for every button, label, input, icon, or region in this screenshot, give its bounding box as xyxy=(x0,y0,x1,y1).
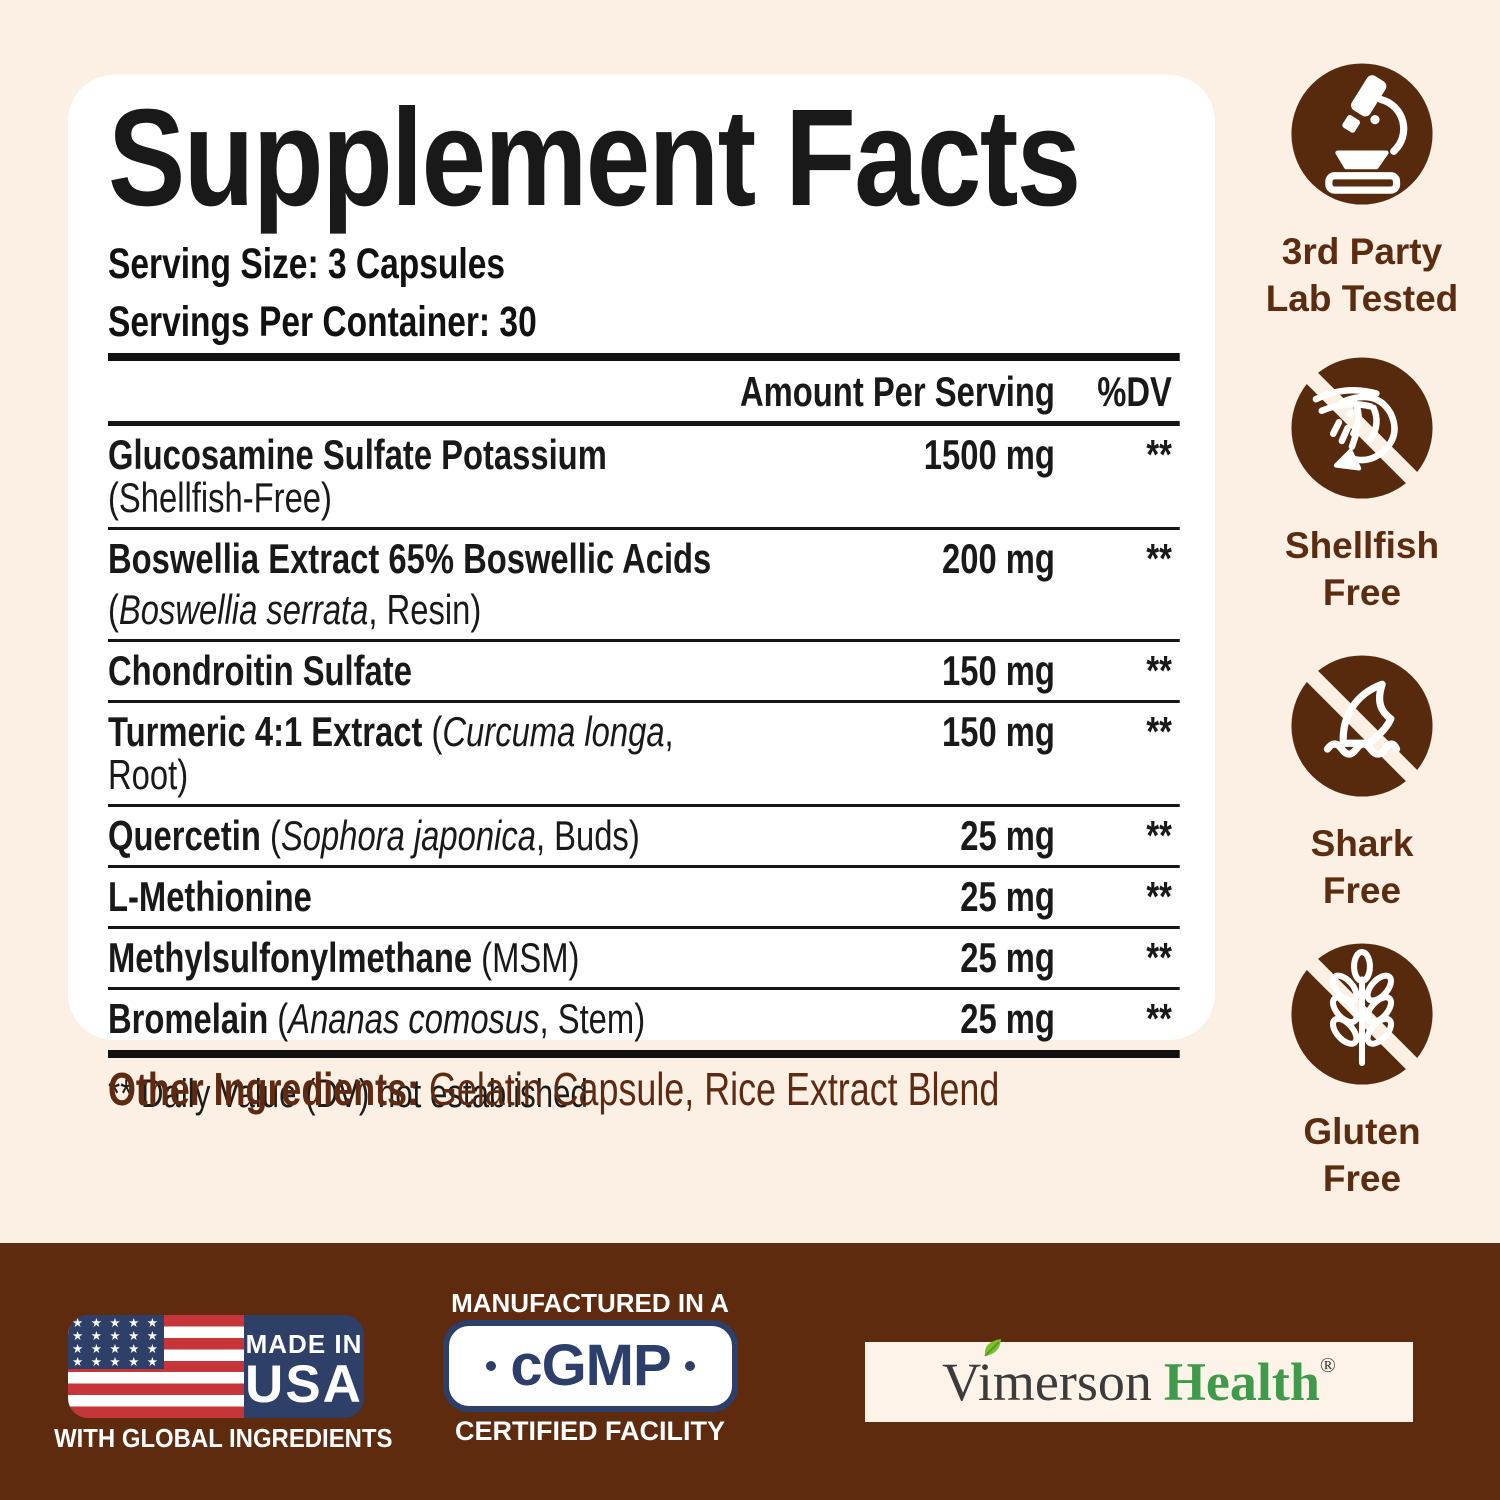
badge-label-line1: 3rd Party xyxy=(1281,231,1443,272)
row-second-line: (Boswellia serrata, Resin) xyxy=(108,585,482,633)
badge-gluten-free: Gluten Free xyxy=(1248,942,1476,1202)
table-header-row: Amount Per Serving %DV xyxy=(108,361,1180,426)
made-in-text: MADE IN xyxy=(245,1329,363,1359)
usa-text: USA xyxy=(245,1355,363,1414)
amount-value: 150 mg xyxy=(942,646,1055,694)
brand-name: Vimerson xyxy=(942,1352,1152,1412)
badge-label-line1: Gluten xyxy=(1303,1111,1421,1152)
usa-flag: ★ ★ ★ ★ ★ ★ ★ ★ ★ ★ ★ ★ ★ ★ ★ ★ ★ ★ ★ ★ xyxy=(68,1315,244,1418)
cgmp-dot-right xyxy=(684,1361,695,1371)
badge-3rd-party-lab-tested: 3rd Party Lab Tested xyxy=(1248,62,1476,322)
dv-value: ** xyxy=(1146,707,1172,755)
supplement-facts-card: Supplement Facts Serving Size: 3 Capsule… xyxy=(68,75,1215,1116)
cgmp-dot-left xyxy=(486,1361,497,1371)
flag-canton: ★ ★ ★ ★ ★ ★ ★ ★ ★ ★ ★ ★ ★ ★ ★ ★ ★ ★ ★ ★ xyxy=(68,1315,164,1369)
footer-bar: ★ ★ ★ ★ ★ ★ ★ ★ ★ ★ ★ ★ ★ ★ ★ ★ ★ ★ ★ ★ … xyxy=(0,1243,1500,1500)
divider-thick-bottom xyxy=(108,1049,1180,1058)
manufactured-in-text: MANUFACTURED IN A xyxy=(451,1288,729,1318)
table-row: Quercetin (Sophora japonica, Buds) 25 mg… xyxy=(108,807,1180,868)
wheat-icon xyxy=(1291,943,1433,1085)
table-row: Boswellia Extract 65% Boswellic Acids (B… xyxy=(108,530,1180,642)
amount-header: Amount Per Serving xyxy=(739,367,1055,415)
shark-fin-icon xyxy=(1291,655,1433,797)
serving-size: Serving Size: 3 Capsules xyxy=(108,239,506,288)
badge-label-line1: Shark xyxy=(1310,823,1414,864)
amount-value: 25 mg xyxy=(960,872,1055,920)
amount-value: 25 mg xyxy=(960,994,1055,1042)
dv-value: ** xyxy=(1146,872,1172,920)
badge-label-line2: Free xyxy=(1322,572,1402,613)
certified-facility-text: CERTIFIED FACILITY xyxy=(455,1416,725,1446)
made-in-usa-badge: ★ ★ ★ ★ ★ ★ ★ ★ ★ ★ ★ ★ ★ ★ ★ ★ ★ ★ ★ ★ … xyxy=(68,1315,364,1418)
microscope-icon xyxy=(1291,63,1433,205)
brand-name-2: Health xyxy=(1163,1352,1320,1412)
table-row: Methylsulfonylmethane (MSM) 25 mg ** xyxy=(108,929,1180,990)
table-row: Chondroitin Sulfate 150 mg ** xyxy=(108,642,1180,703)
dv-value: ** xyxy=(1146,933,1172,981)
table-row: Turmeric 4:1 Extract (Curcuma longa, Roo… xyxy=(108,703,1180,807)
dv-value: ** xyxy=(1146,534,1172,582)
cgmp-text: cGMP xyxy=(510,1333,671,1398)
brand-logo: Vimerson Health® xyxy=(865,1339,1413,1422)
other-ingredients-value: Gelatin Capsule, Rice Extract Blend xyxy=(419,1063,1000,1115)
amount-value: 1500 mg xyxy=(923,430,1055,478)
badge-shark-free: Shark Free xyxy=(1248,654,1476,914)
divider-thick-top xyxy=(108,352,1180,361)
table-row: Bromelain (Ananas comosus, Stem) 25 mg *… xyxy=(108,990,1180,1048)
shrimp-icon xyxy=(1291,357,1433,499)
dv-value: ** xyxy=(1146,994,1172,1042)
amount-value: 25 mg xyxy=(960,933,1055,981)
facts-panel: Serving Size: 3 Capsules Servings Per Co… xyxy=(108,235,1180,1117)
badge-label-line2: Lab Tested xyxy=(1265,278,1459,319)
dv-header: %DV xyxy=(1097,367,1172,415)
badge-label-line1: Shellfish xyxy=(1284,525,1440,566)
table-row: Glucosamine Sulfate Potassium (Shellfish… xyxy=(108,426,1180,530)
leaf-icon xyxy=(984,1339,1002,1357)
table-row: L-Methionine 25 mg ** xyxy=(108,868,1180,929)
dv-value: ** xyxy=(1146,811,1172,859)
amount-value: 150 mg xyxy=(942,707,1055,755)
registered-mark: ® xyxy=(1319,1353,1336,1377)
global-ingredients-text: WITH GLOBAL INGREDIENTS xyxy=(54,1423,393,1453)
cgmp-badge: cGMP xyxy=(443,1320,738,1412)
amount-value: 25 mg xyxy=(960,811,1055,859)
badge-label-line2: Free xyxy=(1322,870,1402,911)
dv-value: ** xyxy=(1146,646,1172,694)
servings-per-container: Servings Per Container: 30 xyxy=(108,297,537,346)
dv-footnote: ** Daily Value (DV) not established xyxy=(108,1071,588,1116)
dv-value: ** xyxy=(1146,430,1172,478)
other-ingredients: Other Ingredients: Gelatin Capsule, Rice… xyxy=(108,1062,999,1116)
other-ingredients-label: Other Ingredients: xyxy=(108,1063,420,1115)
amount-value: 200 mg xyxy=(942,534,1055,582)
page-title: Supplement Facts xyxy=(108,81,1081,235)
badge-label-line2: Free xyxy=(1322,1158,1402,1199)
badge-shellfish-free: Shellfish Free xyxy=(1248,356,1476,616)
